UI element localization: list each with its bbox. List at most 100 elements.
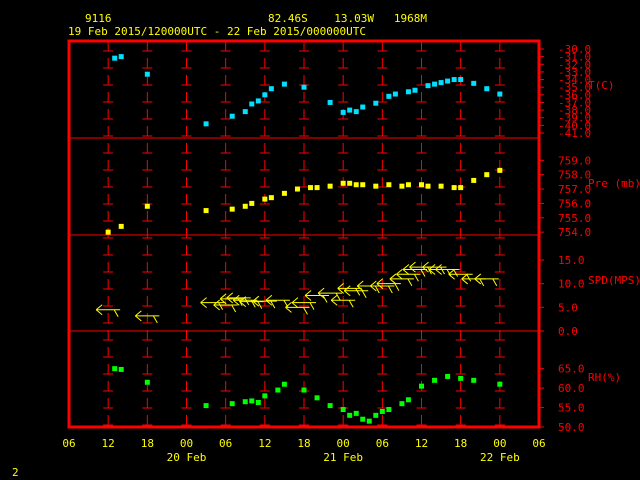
pressure-point bbox=[118, 223, 124, 229]
rh-point bbox=[419, 383, 424, 389]
rh-point bbox=[347, 412, 353, 418]
pressure-y-tick-label: 759.0 bbox=[558, 154, 591, 167]
x-tick-label: 06 bbox=[62, 437, 75, 450]
wind-barb-flag bbox=[492, 278, 498, 287]
wind-barb-head bbox=[285, 301, 292, 308]
wind-barb-head bbox=[402, 269, 410, 275]
temperature-point bbox=[484, 86, 490, 92]
x-tick-label: 00 bbox=[493, 437, 506, 450]
wind-barb-flag bbox=[355, 288, 361, 296]
wind-barb-head bbox=[435, 264, 442, 270]
x-tick-label: 12 bbox=[258, 437, 271, 450]
pressure-point bbox=[451, 185, 457, 191]
pressure-point bbox=[268, 195, 274, 201]
wind-barb-head bbox=[252, 300, 260, 307]
wind-panel-label: SPD(MPS) bbox=[588, 274, 640, 287]
wind-barb-flag bbox=[257, 301, 263, 309]
wind-barb-flag bbox=[427, 266, 432, 275]
temperature-y-tick-label: -30.0 bbox=[558, 43, 591, 56]
pressure-point bbox=[438, 183, 444, 189]
x-tick-label: 06 bbox=[376, 437, 389, 450]
wind-barb-head bbox=[135, 310, 142, 317]
wind-barb-head bbox=[95, 304, 103, 311]
wind-barb bbox=[343, 285, 369, 299]
x-tick-label: 00 bbox=[180, 437, 193, 450]
temperature-point bbox=[301, 84, 307, 90]
pressure-point bbox=[458, 185, 464, 191]
wind-barb-head bbox=[376, 283, 384, 290]
temperature-point bbox=[405, 89, 411, 95]
rh-point bbox=[360, 416, 366, 422]
temperature-point bbox=[451, 77, 457, 83]
wind-barb-flag bbox=[322, 295, 328, 303]
wind-barb-head bbox=[239, 296, 247, 303]
temperature-y-tick-label: -35.0 bbox=[558, 81, 591, 94]
wind-y-tick-label: 10.0 bbox=[558, 278, 585, 291]
wind-barb-head bbox=[343, 285, 351, 292]
wind-barb-head bbox=[448, 273, 455, 280]
rh-point bbox=[281, 381, 287, 387]
temperature-y-tick-label: -37.0 bbox=[558, 96, 591, 109]
wind-barb bbox=[422, 261, 447, 275]
rh-point bbox=[112, 366, 118, 372]
wind-barb-head bbox=[422, 261, 429, 268]
x-day-label: 21 Feb bbox=[323, 451, 363, 464]
x-tick-label: 06 bbox=[219, 437, 232, 450]
wind-barb-head bbox=[291, 297, 299, 303]
temperature-y-tick-label: -31.0 bbox=[558, 51, 591, 64]
wind-barb-flag bbox=[361, 290, 367, 299]
x-tick-label: 12 bbox=[415, 437, 428, 450]
wind-barb-head bbox=[317, 292, 325, 299]
wind-barb bbox=[474, 273, 499, 287]
wind-barb-head bbox=[389, 278, 397, 285]
wind-barb-head bbox=[428, 269, 436, 275]
wind-barb-head bbox=[95, 309, 103, 316]
wind-barb bbox=[435, 264, 460, 277]
temperature-point bbox=[249, 101, 255, 107]
rh-point bbox=[399, 401, 405, 407]
pressure-point bbox=[249, 200, 255, 206]
pressure-y-tick-label: 754.0 bbox=[558, 226, 591, 239]
wind-y-tick-label: 0.0 bbox=[558, 325, 578, 338]
pressure-point bbox=[484, 172, 490, 178]
wind-barb bbox=[337, 283, 362, 296]
wind-barb-head bbox=[396, 273, 403, 280]
wind-barb-flag bbox=[152, 315, 158, 324]
temperature-point bbox=[412, 87, 418, 93]
wind-barb-head bbox=[461, 273, 469, 280]
rh-point bbox=[255, 400, 261, 405]
temperature-point bbox=[373, 100, 379, 106]
temperature-point bbox=[281, 81, 287, 87]
temperature-point bbox=[340, 109, 346, 115]
axis-layer: 06 12 18 00 06 12 18 00 06 12 18 00 06 20 Feb 21 Feb 22… bbox=[62, 43, 640, 464]
wind-barb bbox=[226, 292, 251, 306]
wind-barb bbox=[448, 268, 473, 282]
wind-barb-head bbox=[422, 266, 429, 273]
temperature-y-tick-label: -40.0 bbox=[558, 119, 591, 132]
pressure-point bbox=[497, 167, 503, 173]
wind-barb-head bbox=[304, 295, 312, 301]
wind-barb-head bbox=[330, 299, 338, 306]
pressure-point bbox=[242, 203, 248, 209]
temperature-y-tick-label: -34.0 bbox=[558, 74, 591, 87]
wind-barb-head bbox=[285, 306, 292, 313]
wind-barb bbox=[461, 273, 486, 287]
wind-barb-head bbox=[304, 290, 312, 296]
pressure-point bbox=[399, 183, 405, 189]
wind-barb-head bbox=[389, 273, 397, 280]
rh-point bbox=[314, 395, 320, 401]
pressure-point bbox=[425, 183, 431, 189]
pressure-point bbox=[294, 186, 300, 192]
x-day-label: 22 Feb bbox=[480, 451, 520, 464]
rh-point bbox=[262, 393, 268, 399]
pressure-point bbox=[386, 182, 392, 188]
pressure-point bbox=[360, 182, 366, 188]
wind-barb bbox=[291, 297, 316, 310]
wind-barb-flag bbox=[440, 266, 445, 275]
wind-barb-head bbox=[252, 295, 260, 302]
wind-y-tick-label: 15.0 bbox=[558, 254, 585, 267]
wind-barb-flag bbox=[231, 304, 237, 313]
wind-barb-head bbox=[448, 268, 455, 275]
wind-barb-flag bbox=[387, 285, 393, 294]
wind-barb bbox=[376, 278, 401, 291]
